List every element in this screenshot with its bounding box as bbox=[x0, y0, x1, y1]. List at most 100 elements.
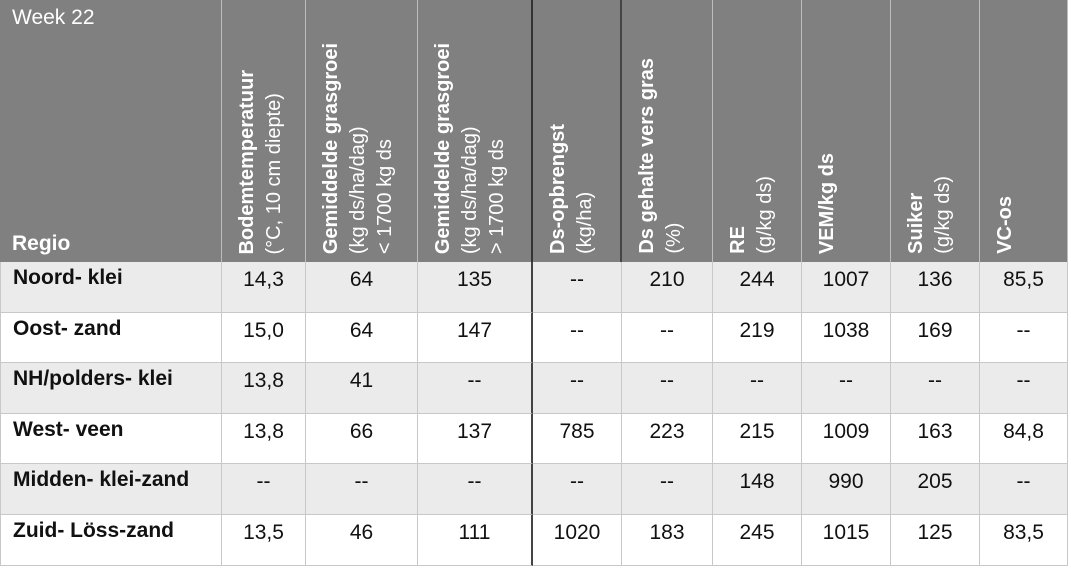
data-cell: 41 bbox=[306, 363, 418, 414]
column-title: VEM/kg ds bbox=[816, 152, 838, 254]
column-subtitle: (kg ds/ha/dag) bbox=[347, 126, 369, 254]
column-header: VC-os bbox=[992, 196, 1019, 254]
column-title: Ds-opbrengst bbox=[547, 124, 569, 254]
column-title: RE bbox=[727, 226, 749, 254]
data-cell: -- bbox=[533, 464, 622, 515]
data-cell: 245 bbox=[713, 515, 802, 566]
data-cell: -- bbox=[418, 363, 533, 414]
data-cell: 785 bbox=[533, 413, 622, 465]
data-cell: 85,5 bbox=[980, 262, 1068, 313]
data-cell: 163 bbox=[891, 413, 980, 465]
data-cell: 1015 bbox=[802, 515, 891, 566]
column-header: Ds-opbrengst (kg/ha) bbox=[545, 124, 599, 254]
region-cell: Noord- klei bbox=[0, 262, 222, 313]
data-cell: 14,3 bbox=[222, 262, 306, 313]
column-header: VEM/kg ds bbox=[814, 153, 841, 254]
data-cell: 1007 bbox=[802, 262, 891, 313]
corner-label: Regio bbox=[12, 232, 71, 255]
column-header: RE (g/kg ds) bbox=[725, 176, 779, 254]
data-cell: 219 bbox=[713, 312, 802, 364]
data-cell: 13,8 bbox=[222, 413, 306, 465]
data-cell: -- bbox=[533, 363, 622, 414]
column-subtitle: (%) bbox=[663, 222, 685, 254]
data-cell: 223 bbox=[622, 413, 713, 465]
data-cell: 147 bbox=[418, 312, 533, 364]
data-cell: 205 bbox=[891, 464, 980, 515]
column-header: Gemiddelde grasgroei (kg ds/ha/dag) < 1700… bbox=[318, 43, 399, 254]
data-cell: 183 bbox=[622, 515, 713, 566]
region-cell: Oost- zand bbox=[0, 312, 222, 364]
column-subtitle: > 1700 kg ds bbox=[486, 138, 508, 254]
data-cell: 64 bbox=[306, 312, 418, 364]
data-cell: -- bbox=[533, 262, 622, 313]
data-cell: 1009 bbox=[802, 413, 891, 465]
data-cell: -- bbox=[622, 363, 713, 414]
region-cell: NH/polders- klei bbox=[0, 363, 222, 414]
header-cell: VEM/kg ds bbox=[802, 0, 891, 262]
column-subtitle: (g/kg ds) bbox=[932, 176, 954, 254]
data-cell: -- bbox=[891, 363, 980, 414]
data-cell: 136 bbox=[891, 262, 980, 313]
column-subtitle: (kg/ha) bbox=[574, 191, 596, 254]
data-cell: 13,8 bbox=[222, 363, 306, 414]
data-cell: 125 bbox=[891, 515, 980, 566]
data-cell: 1020 bbox=[533, 515, 622, 566]
data-cell: 137 bbox=[418, 413, 533, 465]
header-cell: Gemiddelde grasgroei (kg ds/ha/dag) > 1700… bbox=[418, 0, 533, 262]
column-header: Bodemtemperatuur (°C, 10 cm diepte) bbox=[234, 70, 288, 254]
column-header: Suiker (g/kg ds) bbox=[903, 176, 957, 254]
region-cell: West- veen bbox=[0, 413, 222, 465]
data-cell: -- bbox=[306, 464, 418, 515]
data-cell: 46 bbox=[306, 515, 418, 566]
data-cell: 135 bbox=[418, 262, 533, 313]
data-cell: 215 bbox=[713, 413, 802, 465]
data-cell: -- bbox=[622, 464, 713, 515]
column-subtitle: (kg ds/ha/dag) bbox=[459, 126, 481, 254]
week-label: Week 22 bbox=[12, 6, 95, 29]
data-cell: -- bbox=[980, 363, 1068, 414]
data-cell: 83,5 bbox=[980, 515, 1068, 566]
column-header: Gemiddelde grasgroei (kg ds/ha/dag) > 1700… bbox=[430, 43, 511, 254]
data-cell: 990 bbox=[802, 464, 891, 515]
region-cell: Zuid- Löss-zand bbox=[0, 515, 222, 566]
data-cell: -- bbox=[418, 464, 533, 515]
header-cell: Suiker (g/kg ds) bbox=[891, 0, 980, 262]
data-cell: -- bbox=[222, 464, 306, 515]
header-cell: Week 22 Regio bbox=[0, 0, 222, 262]
column-title: Bodemtemperatuur bbox=[236, 69, 258, 254]
data-cell: -- bbox=[533, 312, 622, 364]
header-cell: VC-os bbox=[980, 0, 1068, 262]
column-subtitle: (°C, 10 cm diepte) bbox=[263, 92, 285, 254]
column-title: Suiker bbox=[905, 192, 927, 254]
data-cell: -- bbox=[713, 363, 802, 414]
header-cell: RE (g/kg ds) bbox=[713, 0, 802, 262]
data-cell: 111 bbox=[418, 515, 533, 566]
data-cell: -- bbox=[622, 312, 713, 364]
data-cell: 169 bbox=[891, 312, 980, 364]
data-cell: 148 bbox=[713, 464, 802, 515]
header-cell: Ds gehalte vers gras (%) bbox=[622, 0, 713, 262]
data-cell: 15,0 bbox=[222, 312, 306, 364]
data-cell: -- bbox=[802, 363, 891, 414]
region-cell: Midden- klei-zand bbox=[0, 464, 222, 515]
header-cell: Ds-opbrengst (kg/ha) bbox=[533, 0, 622, 262]
data-cell: 84,8 bbox=[980, 413, 1068, 465]
data-cell: 13,5 bbox=[222, 515, 306, 566]
column-header: Ds gehalte vers gras (%) bbox=[634, 58, 688, 254]
data-cell: -- bbox=[980, 312, 1068, 364]
header-cell: Bodemtemperatuur (°C, 10 cm diepte) bbox=[222, 0, 306, 262]
data-cell: 1038 bbox=[802, 312, 891, 364]
column-title: VC-os bbox=[994, 196, 1016, 254]
column-title: Gemiddelde grasgroei bbox=[432, 42, 454, 254]
column-subtitle: (g/kg ds) bbox=[754, 176, 776, 254]
data-cell: -- bbox=[980, 464, 1068, 515]
data-cell: 64 bbox=[306, 262, 418, 313]
data-cell: 210 bbox=[622, 262, 713, 313]
data-cell: 244 bbox=[713, 262, 802, 313]
column-title: Ds gehalte vers gras bbox=[636, 58, 658, 254]
column-title: Gemiddelde grasgroei bbox=[320, 42, 342, 254]
header-cell: Gemiddelde grasgroei (kg ds/ha/dag) < 1700… bbox=[306, 0, 418, 262]
data-cell: 66 bbox=[306, 413, 418, 465]
column-subtitle: < 1700 kg ds bbox=[374, 138, 396, 254]
